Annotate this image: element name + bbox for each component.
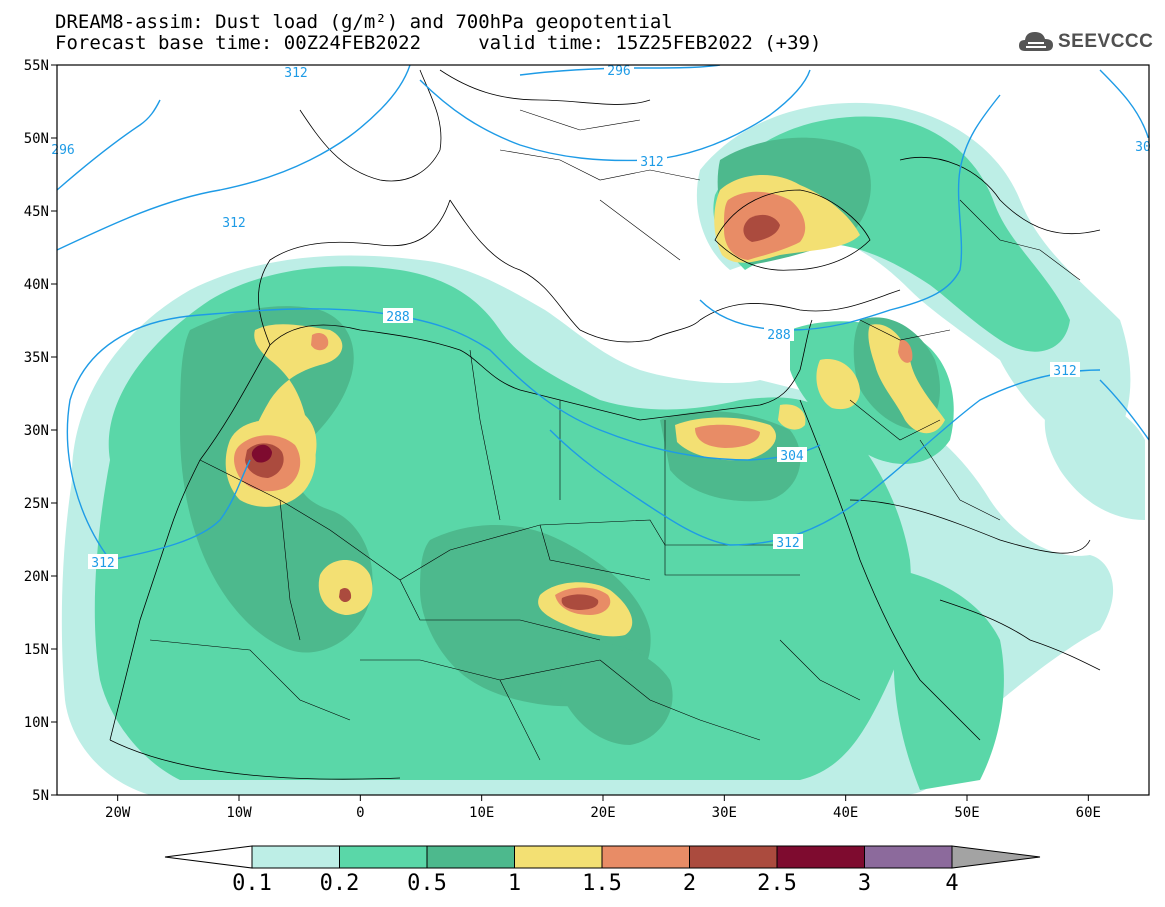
lon-tick-label: 20E bbox=[590, 805, 615, 821]
colorbar-over-arrow bbox=[951, 845, 1041, 869]
contour-label: 296 bbox=[607, 64, 630, 79]
contour-label-bg bbox=[1050, 362, 1080, 377]
lat-tick-label: 30N bbox=[24, 423, 49, 439]
colorbar-tick-label: 1 bbox=[507, 871, 522, 896]
contour-label-bg bbox=[48, 141, 78, 156]
colorbar-segment bbox=[601, 845, 690, 869]
contour-label: 312 bbox=[284, 66, 307, 81]
lon-tick-label: 20W bbox=[105, 805, 131, 821]
axes: 55N 50N 45N 40N 35N 30N 25N 20N 15N 10N 5N 20W 10W 0 1… bbox=[24, 58, 1101, 821]
colorbar-segment bbox=[339, 845, 428, 869]
coastlines bbox=[109, 69, 1101, 780]
colorbar-segment bbox=[251, 845, 340, 869]
colorbar-segment bbox=[514, 845, 603, 869]
contour-label-bg bbox=[773, 534, 803, 549]
lat-tick-label: 55N bbox=[24, 58, 49, 74]
title-line-1: DREAM8-assim: Dust load (g/m²) and 700hP… bbox=[55, 11, 673, 33]
lat-tick-label: 15N bbox=[24, 642, 49, 658]
cloud-icon bbox=[1019, 32, 1053, 51]
lon-tick-label: 40E bbox=[833, 805, 858, 821]
colorbar-tick-label: 0.1 bbox=[232, 871, 272, 896]
contour-label-bg bbox=[604, 62, 634, 77]
colorbar-under-arrow bbox=[164, 845, 253, 869]
lon-tick-label: 10W bbox=[226, 805, 252, 821]
contour-label-bg bbox=[219, 214, 249, 229]
contour-label: 288 bbox=[386, 310, 409, 325]
lat-tick-label: 25N bbox=[24, 496, 49, 512]
contour-label: 288 bbox=[767, 328, 790, 343]
contour-label-bg bbox=[88, 554, 118, 569]
dust-level-2-5 bbox=[251, 444, 272, 463]
colorbar-tick-label: 4 bbox=[945, 871, 959, 896]
title-line-2: Forecast base time: 00Z24FEB2022 valid t… bbox=[55, 32, 822, 54]
contour-label: 304 bbox=[780, 449, 804, 464]
logo-text: SEEVCCC bbox=[1058, 31, 1154, 52]
colorbar-tick-label: 2 bbox=[682, 871, 697, 896]
contour-label: 312 bbox=[222, 216, 245, 231]
contour-label: 30 bbox=[1135, 140, 1151, 155]
colorbar-tick-label: 0.2 bbox=[319, 871, 360, 896]
contour-label-bg bbox=[777, 447, 807, 462]
contour-label: 312 bbox=[1053, 364, 1076, 379]
contour-label-bg bbox=[383, 308, 413, 323]
contour-label: 312 bbox=[776, 536, 799, 551]
lat-tick-label: 45N bbox=[24, 204, 49, 220]
lon-tick-label: 60E bbox=[1076, 805, 1101, 821]
contour-labels: 312 296 312 288 296 312 288 312 304 312 312 30 bbox=[48, 62, 1154, 571]
logo: SEEVCCC bbox=[1018, 27, 1153, 57]
colorbar-segment bbox=[864, 845, 953, 869]
lon-tick-label: 30E bbox=[712, 805, 737, 821]
colorbar-segment bbox=[689, 845, 778, 869]
colorbar-segment bbox=[426, 845, 515, 869]
contour-label-bg bbox=[764, 326, 794, 341]
lon-tick-label: 50E bbox=[954, 805, 979, 821]
lon-tick-label: 0 bbox=[356, 805, 364, 821]
contour-label-bg bbox=[637, 153, 667, 168]
colorbar-segment bbox=[776, 845, 865, 869]
lat-tick-label: 40N bbox=[24, 277, 49, 293]
colorbar-tick-label: 0.5 bbox=[407, 871, 447, 896]
colorbar-tick-label: 3 bbox=[857, 871, 872, 896]
contour-label-bg bbox=[281, 64, 311, 79]
lat-tick-label: 50N bbox=[24, 131, 49, 147]
contour-label: 312 bbox=[640, 155, 663, 170]
colorbar-tick-label: 2.5 bbox=[757, 871, 797, 896]
dust-fields bbox=[57, 65, 1149, 795]
colorbar bbox=[164, 845, 1041, 869]
lat-tick-label: 20N bbox=[24, 569, 49, 585]
contour-label: 312 bbox=[91, 556, 114, 571]
lat-tick-label: 35N bbox=[24, 350, 49, 366]
borders bbox=[149, 109, 1081, 761]
lon-tick-label: 10E bbox=[469, 805, 494, 821]
colorbar-tick-label: 1.5 bbox=[582, 871, 622, 896]
lat-tick-label: 5N bbox=[32, 788, 49, 804]
lat-tick-label: 10N bbox=[24, 715, 49, 731]
contour-label: 296 bbox=[51, 143, 74, 158]
